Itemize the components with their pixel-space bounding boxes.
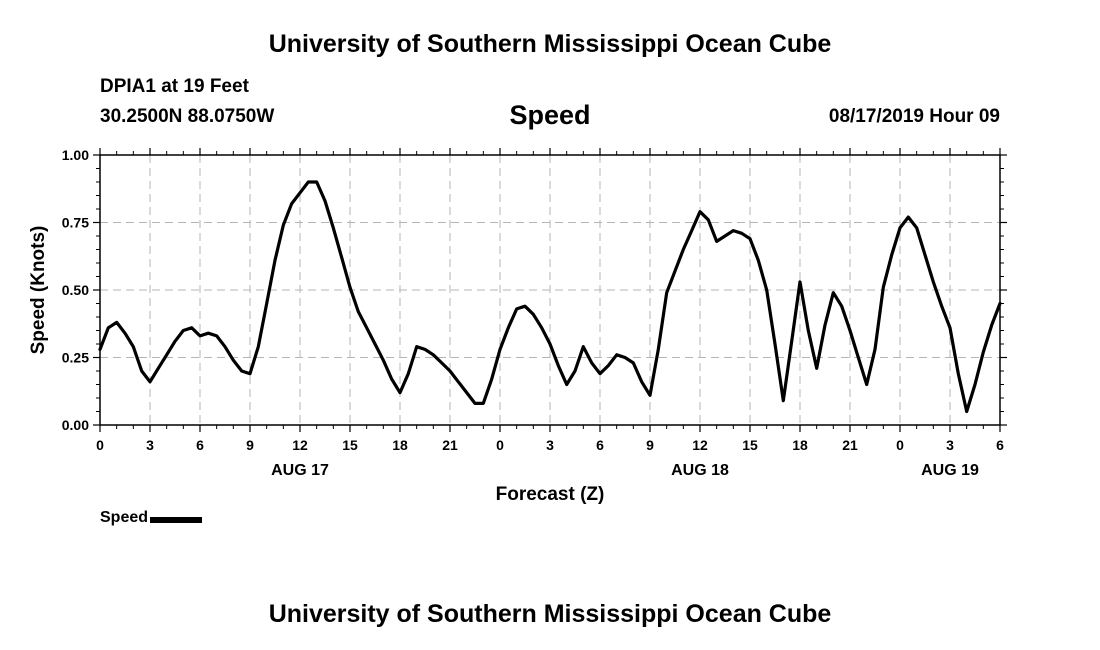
x-tick-label: 21 <box>842 437 858 453</box>
x-tick-label: 18 <box>392 437 408 453</box>
y-tick-label: 0.25 <box>62 350 89 366</box>
x-tick-label: 0 <box>896 437 904 453</box>
page-title: University of Southern Mississippi Ocean… <box>268 30 832 58</box>
x-tick-label: 12 <box>292 437 308 453</box>
x-tick-label: 9 <box>646 437 654 453</box>
x-tick-label: 15 <box>742 437 758 453</box>
x-tick-label: 18 <box>792 437 808 453</box>
legend-swatch <box>150 516 203 523</box>
series-layer <box>98 180 1002 414</box>
chart-title: Speed <box>509 100 591 130</box>
station-coordinates: 30.2500N 88.0750W <box>100 106 275 127</box>
station-name: DPIA1 at 19 Feet <box>100 76 249 97</box>
x-tick-label: 6 <box>196 437 204 453</box>
chart-legend: Speed <box>100 509 203 527</box>
x-tick-label: 3 <box>946 437 954 453</box>
plot-frame <box>99 154 1001 426</box>
x-tick-label: 9 <box>246 437 254 453</box>
y-tick-label: 0.50 <box>62 282 89 298</box>
x-axis-label: Forecast (Z) <box>496 484 605 505</box>
y-axis-label: Speed (Knots) <box>28 226 49 355</box>
day-label: AUG 19 <box>921 462 979 479</box>
x-tick-label: 3 <box>146 437 154 453</box>
footer-title: University of Southern Mississippi Ocean… <box>268 600 832 628</box>
forecast-datetime: 08/17/2019 Hour 09 <box>828 106 1000 127</box>
x-tick-label: 3 <box>546 437 554 453</box>
x-tick-label: 0 <box>496 437 504 453</box>
y-tick-label: 1.00 <box>62 147 89 163</box>
x-tick-label: 6 <box>996 437 1004 453</box>
day-label: AUG 18 <box>671 462 729 479</box>
x-tick-label: 0 <box>96 437 104 453</box>
chart-labels: 0 3 6 9 12 15 18 21 0 3 6 9 12 15 18 21 0 3 6 0.00 0.25 0.50 0… <box>62 147 1004 479</box>
legend-label: Speed <box>100 509 149 526</box>
day-label: AUG 17 <box>271 462 329 479</box>
x-tick-label: 12 <box>692 437 708 453</box>
series-line-speed <box>98 180 1002 414</box>
y-tick-label: 0.00 <box>62 417 89 433</box>
chart-grid <box>100 155 1000 425</box>
x-tick-label: 15 <box>342 437 358 453</box>
y-tick-label: 0.75 <box>62 215 89 231</box>
x-tick-label: 21 <box>442 437 458 453</box>
x-tick-label: 6 <box>596 437 604 453</box>
